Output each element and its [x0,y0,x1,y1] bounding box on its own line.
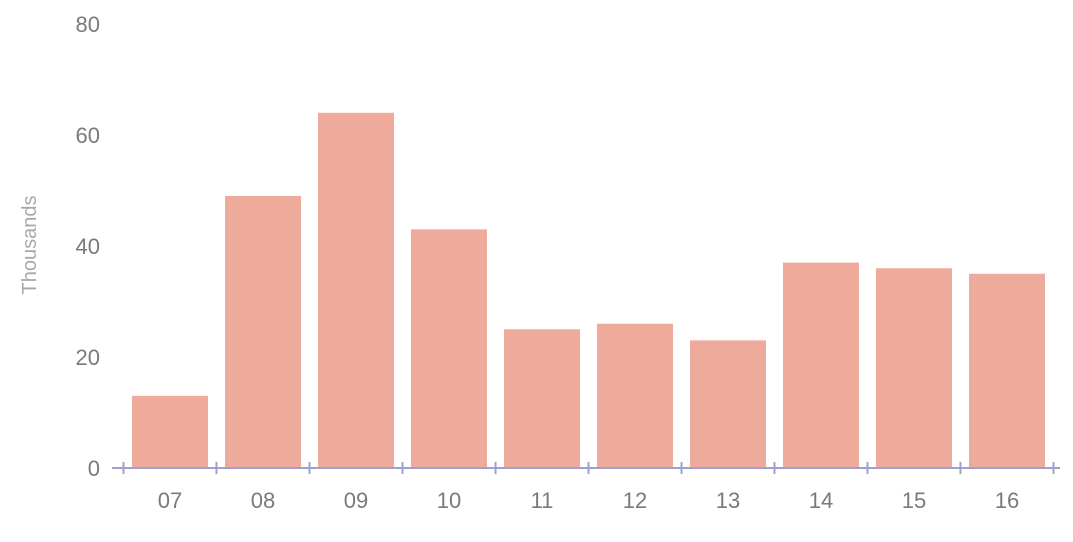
y-axis-title: Thousands [19,196,41,295]
x-tick-label: 09 [344,488,368,513]
x-axis-tick-marks [122,462,1055,474]
bar-13 [690,340,766,468]
bar-09 [318,112,394,469]
x-tick-label: 15 [902,488,926,513]
y-tick-label: 40 [76,234,100,259]
bar-11 [504,329,580,468]
bar-07 [132,395,208,468]
bar-16 [969,273,1045,468]
y-tick-label: 0 [88,456,100,481]
x-axis-labels: 07 08 09 10 11 12 13 14 15 16 [158,488,1019,513]
y-tick-label: 60 [76,123,100,148]
x-tick-label: 13 [716,488,740,513]
y-tick-label: 20 [76,345,100,370]
bar-08 [225,196,301,469]
x-tick-label: 07 [158,488,182,513]
x-tick-label: 11 [531,488,554,513]
x-tick-label: 12 [623,488,647,513]
bar-10 [411,229,487,468]
x-tick-label: 08 [251,488,275,513]
bars [132,112,1045,469]
bar-12 [597,323,673,468]
x-tick-label: 10 [437,488,461,513]
x-tick-label: 16 [995,488,1019,513]
bar-14 [783,262,859,468]
y-axis-ticks: 0 20 40 60 80 [76,12,100,481]
y-tick-label: 80 [76,12,100,37]
bar-15 [876,268,952,468]
x-tick-label: 14 [809,488,833,513]
